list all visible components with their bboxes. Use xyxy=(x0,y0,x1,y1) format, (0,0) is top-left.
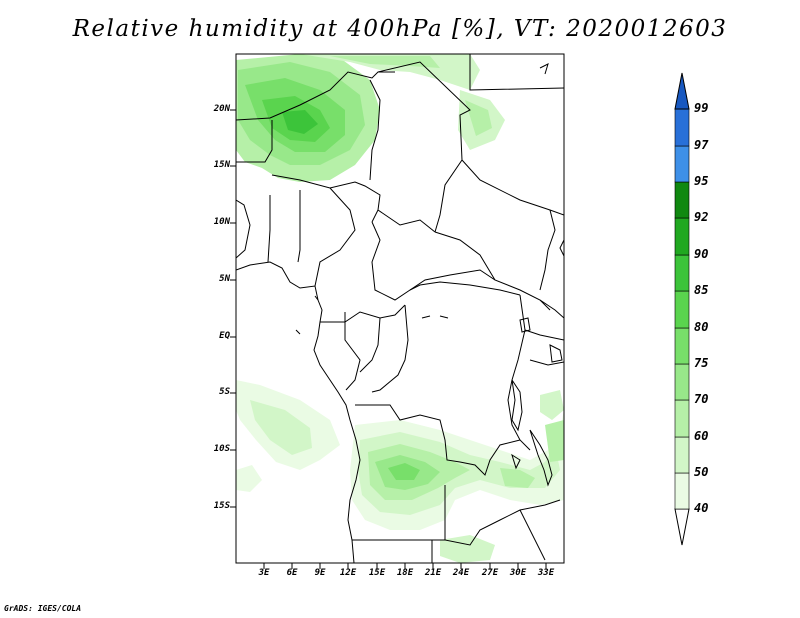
longitude-label: 24E xyxy=(452,568,470,578)
longitude-label: 6E xyxy=(286,568,298,578)
colorbar-label: 40 xyxy=(694,501,709,515)
latitude-label: 15N xyxy=(213,160,230,170)
colorbar-label: 95 xyxy=(694,174,709,188)
colorbar-segment xyxy=(674,290,690,329)
colorbar-label: 70 xyxy=(694,392,709,406)
colorbar-upper-triangle xyxy=(674,72,690,110)
colorbar-segment xyxy=(674,327,690,365)
colorbar-segment xyxy=(674,399,690,438)
colorbar-segment xyxy=(674,217,690,256)
country-borders xyxy=(236,54,564,563)
longitude-label: 18E xyxy=(396,568,414,578)
colorbar-segment xyxy=(674,181,690,219)
colorbar-label: 85 xyxy=(694,283,709,297)
colorbar-label: 92 xyxy=(694,210,709,224)
colorbar-label: 60 xyxy=(694,429,709,443)
latitude-label: 20N xyxy=(213,104,230,114)
colorbar-label: 50 xyxy=(694,465,709,479)
colorbar-label: 80 xyxy=(694,320,709,334)
colorbar-label: 97 xyxy=(694,138,709,152)
colorbar-segment xyxy=(674,436,690,474)
longitude-label: 9E xyxy=(314,568,326,578)
colorbar-label: 99 xyxy=(694,101,709,115)
longitude-label: 15E xyxy=(368,568,386,578)
colorbar-segment xyxy=(674,108,690,147)
longitude-label: 3E xyxy=(258,568,270,578)
colorbar-segment xyxy=(674,254,690,292)
map-title: Relative humidity at 400hPa [%], VT: 202… xyxy=(72,16,728,42)
longitude-ticks xyxy=(263,563,547,569)
latitude-label: 10N xyxy=(213,217,230,227)
latitude-label: 10S xyxy=(213,444,230,454)
latitude-label: EQ xyxy=(219,331,230,341)
colorbar-segment xyxy=(674,363,690,401)
latitude-label: 5S xyxy=(219,387,230,397)
longitude-label: 12E xyxy=(339,568,357,578)
latitude-ticks xyxy=(230,109,236,508)
longitude-label: 33E xyxy=(537,568,555,578)
colorbar xyxy=(674,72,690,546)
longitude-label: 27E xyxy=(481,568,499,578)
map-frame xyxy=(235,53,565,564)
colorbar-lower-triangle xyxy=(674,508,690,546)
longitude-label: 21E xyxy=(424,568,442,578)
colorbar-segment xyxy=(674,472,690,510)
colorbar-label: 75 xyxy=(694,356,709,370)
longitude-label: 30E xyxy=(509,568,527,578)
humidity-shading xyxy=(236,54,564,563)
grads-credit: GrADS: IGES/COLA xyxy=(4,604,82,613)
colorbar-segment xyxy=(674,145,690,183)
latitude-label: 5N xyxy=(219,274,230,284)
latitude-label: 15S xyxy=(213,501,230,511)
colorbar-label: 90 xyxy=(694,247,709,261)
